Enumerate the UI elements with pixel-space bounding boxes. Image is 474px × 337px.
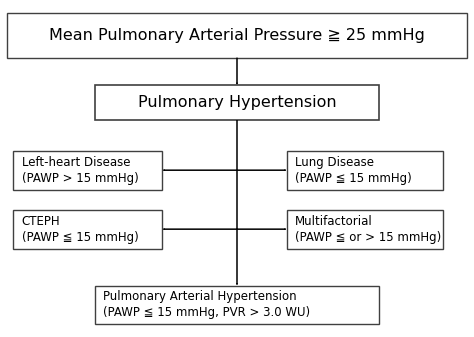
FancyBboxPatch shape [13,151,162,189]
FancyBboxPatch shape [95,286,379,324]
FancyBboxPatch shape [13,210,162,249]
Text: Pulmonary Arterial Hypertension
(PAWP ≦ 15 mmHg, PVR > 3.0 WU): Pulmonary Arterial Hypertension (PAWP ≦ … [103,290,310,319]
Text: CTEPH
(PAWP ≦ 15 mmHg): CTEPH (PAWP ≦ 15 mmHg) [22,215,138,244]
FancyBboxPatch shape [7,12,467,58]
Text: Mean Pulmonary Arterial Pressure ≧ 25 mmHg: Mean Pulmonary Arterial Pressure ≧ 25 mm… [49,28,425,43]
Text: Left-heart Disease
(PAWP > 15 mmHg): Left-heart Disease (PAWP > 15 mmHg) [22,156,138,185]
Text: Lung Disease
(PAWP ≦ 15 mmHg): Lung Disease (PAWP ≦ 15 mmHg) [295,156,412,185]
FancyBboxPatch shape [95,85,379,121]
FancyBboxPatch shape [287,210,443,249]
FancyBboxPatch shape [287,151,443,189]
Text: Pulmonary Hypertension: Pulmonary Hypertension [137,95,337,110]
Text: Multifactorial
(PAWP ≦ or > 15 mmHg): Multifactorial (PAWP ≦ or > 15 mmHg) [295,215,442,244]
